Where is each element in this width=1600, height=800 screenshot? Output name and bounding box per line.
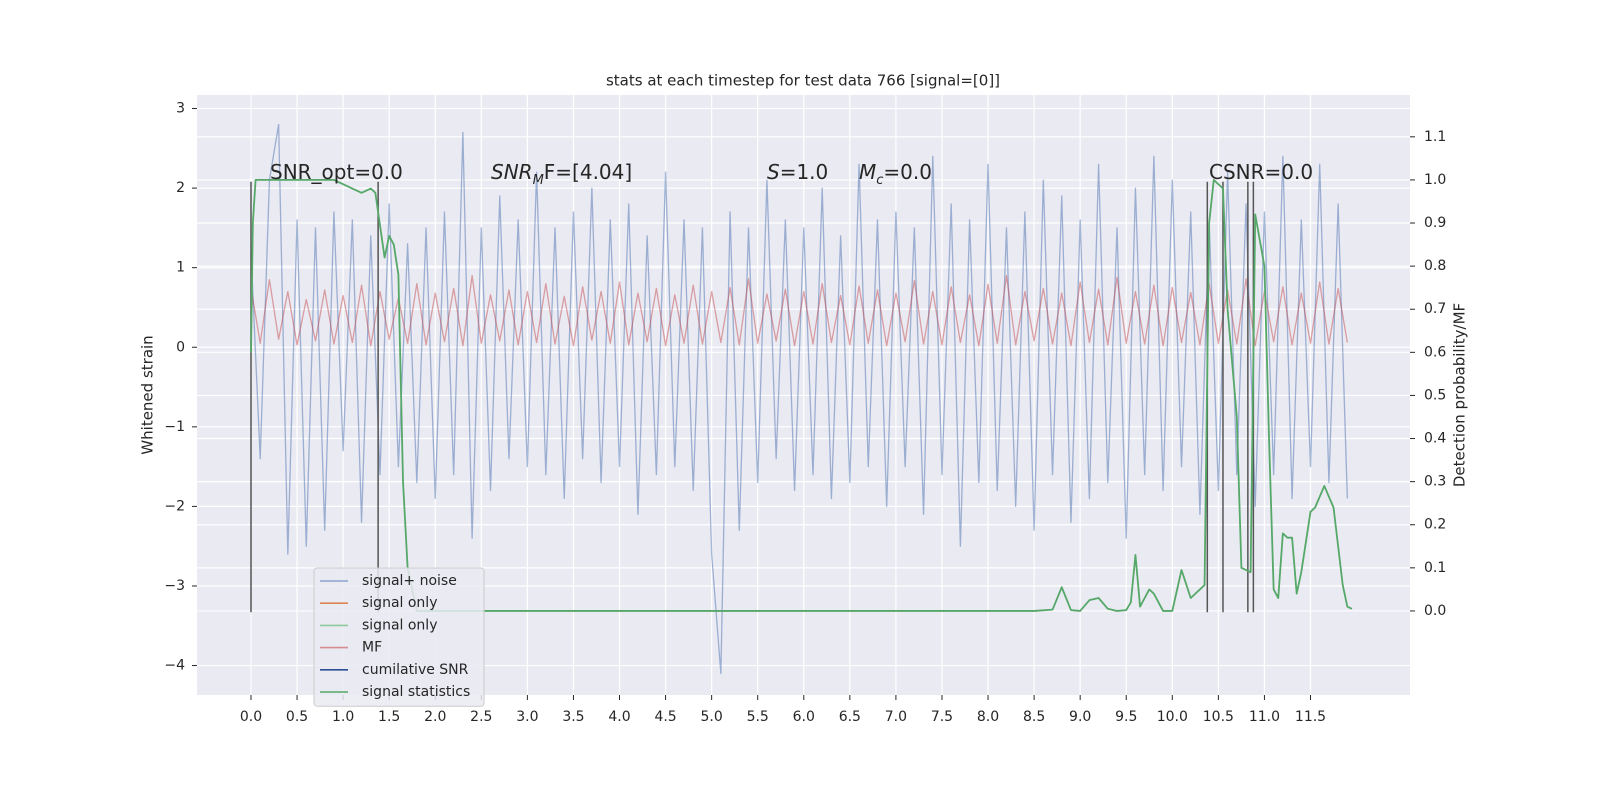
x-tick-label: 3.5 — [562, 709, 584, 725]
x-tick-label: 4.5 — [654, 709, 676, 725]
x-tick-label: 4.0 — [608, 709, 630, 725]
legend-label: cumilative SNR — [362, 662, 469, 678]
x-tick-label: 7.0 — [885, 709, 907, 725]
annotation-part: S — [767, 160, 780, 184]
annotation-part: F=[4.04] — [544, 160, 632, 184]
annotation-part: c — [876, 173, 883, 188]
y-tick-label: 1 — [176, 260, 185, 276]
x-tick-label: 0.5 — [286, 709, 308, 725]
y2-tick-label: 0.8 — [1424, 258, 1446, 274]
series-line — [250, 274, 1348, 347]
x-tick-label: 2.5 — [470, 709, 492, 725]
legend-label: MF — [362, 640, 382, 656]
x-tick-label: 2.0 — [424, 709, 446, 725]
x-tick-label: 0.0 — [240, 709, 262, 725]
y2-axis-label: Detection probability/MF — [1451, 303, 1469, 487]
x-tick-label: 8.5 — [1023, 709, 1045, 725]
chart-title: stats at each timestep for test data 766… — [606, 72, 1000, 90]
annotation: Mc=0.0 — [859, 160, 932, 189]
x-tick-label: 1.5 — [378, 709, 400, 725]
y-tick-label: −1 — [164, 419, 185, 435]
annotation-part: SNR — [491, 160, 533, 184]
y-tick-label: −3 — [164, 578, 185, 594]
y2-tick-label: 0.2 — [1424, 517, 1446, 533]
legend-box — [313, 567, 485, 707]
y2-tick-label: 0.6 — [1424, 344, 1446, 360]
annotation: SNR_opt=0.0 — [270, 160, 403, 184]
x-tick-label: 11.0 — [1249, 709, 1280, 725]
y-tick-label: −4 — [164, 658, 185, 674]
legend-label: signal only — [362, 595, 437, 611]
y2-tick-label: 0.5 — [1424, 387, 1446, 403]
x-tick-label: 6.5 — [839, 709, 861, 725]
y-axis-label: Whitened strain — [139, 335, 157, 454]
y-tick-label: −2 — [164, 498, 185, 514]
y-tick-label: 0 — [176, 339, 185, 355]
x-tick-label: 10.5 — [1203, 709, 1234, 725]
x-tick-label: 5.0 — [701, 709, 723, 725]
y2-tick-label: 0.1 — [1424, 560, 1446, 576]
y2-tick-label: 0.7 — [1424, 301, 1446, 317]
x-tick-label: 7.5 — [931, 709, 953, 725]
x-tick-label: 8.0 — [977, 709, 999, 725]
annotation: CSNR=0.0 — [1209, 160, 1313, 184]
y2-tick-label: 0.3 — [1424, 474, 1446, 490]
legend-label: signal+ noise — [362, 573, 457, 589]
x-tick-label: 6.0 — [793, 709, 815, 725]
annotation-part: =0.0 — [883, 160, 932, 184]
y2-tick-label: 1.1 — [1424, 129, 1446, 145]
x-tick-label: 5.5 — [747, 709, 769, 725]
y2-tick-label: 1.0 — [1424, 172, 1446, 188]
axes: 0.0 0.5 1.0 1.5 2.0 2.5 3.0 3.5 4.0 4.5 5.0 5.5 6.0 6… — [164, 101, 1446, 725]
x-tick-label: 3.0 — [516, 709, 538, 725]
annotation: S=1.0 — [767, 160, 828, 184]
series-line — [250, 123, 1348, 675]
annotation-part: =1.0 — [780, 160, 829, 184]
x-tick-label: 9.0 — [1069, 709, 1091, 725]
x-tick-label: 11.5 — [1295, 709, 1326, 725]
x-tick-label: 9.5 — [1115, 709, 1137, 725]
x-tick-label: 10.0 — [1157, 709, 1188, 725]
annotation-part: M — [859, 160, 876, 184]
annotation-part: M — [533, 173, 544, 188]
series-line — [250, 179, 1353, 612]
y2-tick-label: 0.9 — [1424, 215, 1446, 231]
y2-tick-label: 0.0 — [1424, 603, 1446, 619]
annotation: SNRMF=[4.04] — [491, 160, 632, 189]
annotation-part: CSNR=0.0 — [1209, 160, 1313, 184]
y2-tick-label: 0.4 — [1424, 431, 1446, 447]
plot-area: SNR_opt=0.0 SNRMF=[4.04] S=1.0 Mc=0.0 CSNR=0… — [250, 123, 1353, 675]
legend-label: signal only — [362, 617, 437, 633]
y-tick-label: 2 — [176, 180, 185, 196]
x-tick-label: 1.0 — [332, 709, 354, 725]
legend-label: signal statistics — [362, 684, 470, 700]
annotation-part: SNR_opt=0.0 — [270, 160, 403, 184]
y-tick-label: 3 — [176, 101, 185, 117]
